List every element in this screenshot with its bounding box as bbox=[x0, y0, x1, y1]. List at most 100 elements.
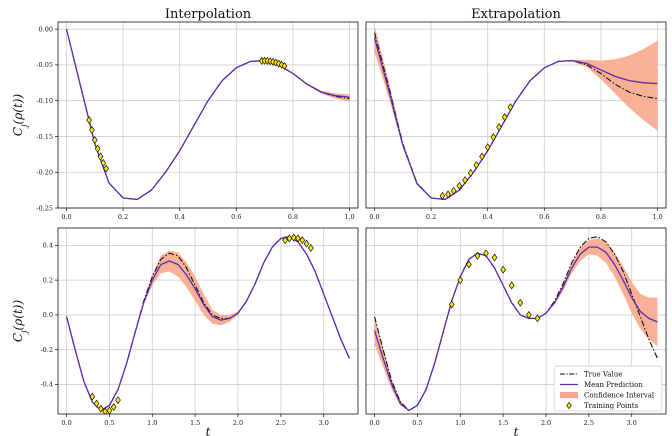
y-tick-label: 0.00 bbox=[39, 25, 53, 33]
x-tick-label: 0.5 bbox=[104, 419, 114, 427]
training-point bbox=[286, 234, 293, 243]
axes-frame bbox=[365, 21, 667, 209]
axes-frame bbox=[57, 21, 359, 209]
training-point bbox=[462, 176, 468, 185]
training-point bbox=[98, 404, 104, 413]
training-point bbox=[456, 181, 463, 190]
y-tick-label: -0.05 bbox=[36, 61, 53, 69]
training-point bbox=[448, 300, 455, 309]
training-point bbox=[496, 123, 502, 132]
training-point bbox=[94, 144, 101, 153]
training-point bbox=[479, 152, 485, 161]
x-axis-label: t bbox=[514, 425, 519, 436]
training-point bbox=[89, 126, 95, 135]
legend: True Value Mean Prediction Confidence Inte… bbox=[553, 365, 663, 412]
x-tick-label: 1.0 bbox=[147, 419, 157, 427]
x-tick-label: 1.5 bbox=[190, 419, 200, 427]
panel-4: 0.0 0.5 1.0 1.5 2.0 2.5 3.0 t True Value Mean Pre… bbox=[365, 227, 667, 436]
x-tick-label: 1.5 bbox=[498, 419, 508, 427]
y-tick-label: -0.20 bbox=[36, 169, 53, 177]
x-tick-label: 1.0 bbox=[344, 213, 354, 221]
x-tick-label: 0.2 bbox=[426, 213, 436, 221]
legend-label: Mean Prediction bbox=[584, 381, 643, 389]
training-point bbox=[282, 236, 288, 245]
training-point bbox=[508, 281, 515, 290]
x-tick-label: 0.0 bbox=[369, 419, 379, 427]
training-point bbox=[89, 392, 96, 401]
panel-title: Extrapolation bbox=[471, 7, 561, 22]
x-tick-label: 0.2 bbox=[118, 213, 128, 221]
axes-frame bbox=[365, 227, 667, 415]
training-point bbox=[500, 265, 506, 274]
training-point bbox=[466, 260, 472, 269]
x-tick-label: 0.0 bbox=[61, 419, 71, 427]
mean-prediction-line bbox=[65, 236, 351, 412]
legend-handle-confidence-interval bbox=[560, 392, 578, 398]
confidence-band bbox=[66, 29, 350, 200]
legend-box bbox=[553, 365, 663, 412]
training-point bbox=[110, 403, 117, 412]
y-axis-label: Cj(ρ(t)) bbox=[11, 94, 29, 137]
training-point bbox=[501, 113, 508, 122]
x-tick-label: 2.0 bbox=[233, 419, 243, 427]
training-point bbox=[100, 158, 107, 167]
x-tick-label: 0.6 bbox=[539, 213, 549, 221]
legend-label: Training Points bbox=[584, 402, 639, 410]
x-tick-label: 0.8 bbox=[288, 213, 298, 221]
x-tick-label: 0.4 bbox=[175, 213, 185, 221]
y-tick-label: -0.4 bbox=[40, 381, 53, 389]
legend-handle-training-points bbox=[566, 401, 572, 410]
plot-area bbox=[373, 236, 658, 412]
x-tick-label: 2.5 bbox=[584, 419, 594, 427]
training-point bbox=[474, 251, 481, 260]
axes-frame bbox=[57, 227, 359, 415]
training-point bbox=[467, 168, 474, 177]
true-value-line bbox=[373, 32, 658, 200]
training-point bbox=[484, 143, 491, 152]
training-point bbox=[295, 234, 301, 243]
training-point bbox=[450, 186, 457, 195]
x-tick-label: 0.0 bbox=[61, 213, 71, 221]
training-point bbox=[526, 310, 532, 319]
training-point bbox=[106, 406, 113, 414]
panel-title: Interpolation bbox=[165, 7, 252, 22]
training-point bbox=[517, 298, 524, 307]
mean-prediction-line bbox=[373, 246, 658, 412]
x-tick-label: 0.4 bbox=[483, 213, 493, 221]
mean-prediction-line bbox=[373, 37, 658, 201]
x-tick-label: 0.0 bbox=[369, 213, 379, 221]
x-tick-label: 3.0 bbox=[319, 419, 329, 427]
training-point bbox=[534, 314, 541, 323]
training-point bbox=[281, 61, 288, 71]
y-tick-label: 0.2 bbox=[43, 276, 53, 284]
legend-label: Confidence Interval bbox=[584, 391, 655, 399]
training-point bbox=[483, 249, 489, 258]
legend-label: True Value bbox=[584, 370, 622, 378]
x-tick-label: 0.5 bbox=[412, 419, 422, 427]
mean-prediction-line bbox=[65, 28, 350, 201]
training-point bbox=[308, 243, 314, 253]
training-point bbox=[115, 396, 121, 405]
training-point bbox=[445, 190, 451, 199]
training-point bbox=[93, 399, 100, 408]
x-axis-label: t bbox=[206, 425, 211, 436]
true-value-line bbox=[65, 29, 350, 200]
training-point bbox=[86, 115, 92, 125]
training-point bbox=[102, 407, 108, 414]
training-point bbox=[103, 164, 109, 173]
panel-1: 0.0 0.2 0.4 0.6 0.8 1.0 0.00 -0.05 -0.10 -0.15 -0.… bbox=[11, 7, 359, 221]
y-tick-label: -0.10 bbox=[36, 97, 53, 105]
y-axis-label: Cj(ρ(t)) bbox=[11, 300, 29, 343]
x-tick-label: 1.0 bbox=[455, 419, 465, 427]
x-tick-label: 2.5 bbox=[276, 419, 286, 427]
x-tick-label: 0.6 bbox=[231, 213, 241, 221]
confidence-band bbox=[374, 25, 658, 200]
y-tick-label: 0.0 bbox=[43, 311, 53, 319]
plot-area bbox=[65, 233, 351, 414]
training-point bbox=[507, 103, 514, 112]
panel-2: 0.0 0.2 0.4 0.6 0.8 1.0 Extrapolation bbox=[365, 7, 667, 221]
plot-area bbox=[373, 25, 658, 201]
y-tick-label: -0.15 bbox=[36, 133, 53, 141]
panel-3: 0.0 0.5 1.0 1.5 2.0 2.5 3.0 0.4 0.2 0.0 -0.2 -0.4 t C… bbox=[11, 227, 359, 436]
